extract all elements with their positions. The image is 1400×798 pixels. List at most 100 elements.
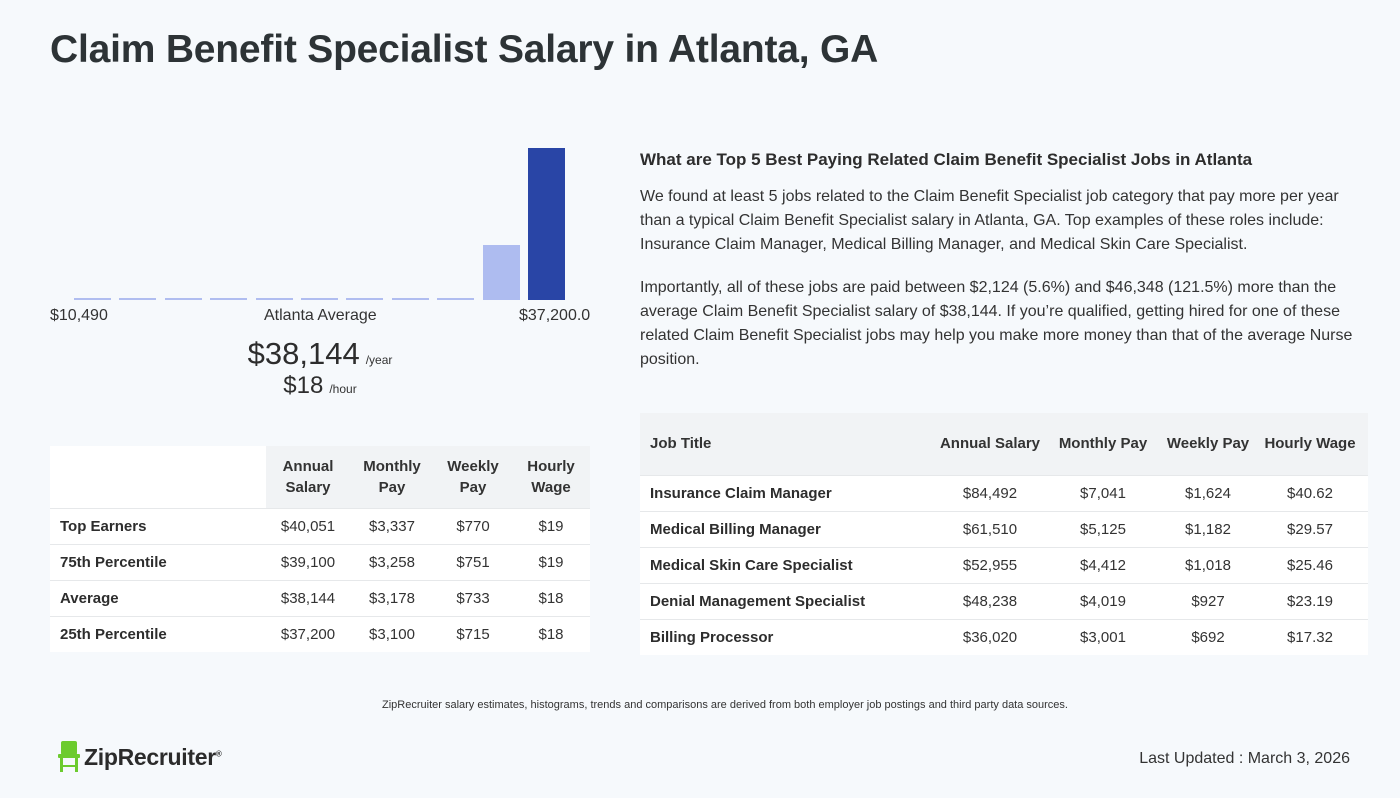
table-row: Average $38,144 $3,178 $733 $18 <box>50 579 590 616</box>
weekly-cell: $927 <box>1164 582 1252 619</box>
chair-icon <box>58 741 80 772</box>
job-title-cell: Denial Management Specialist <box>640 582 938 619</box>
histogram-bar <box>301 298 338 300</box>
disclaimer-text: ZipRecruiter salary estimates, histogram… <box>382 699 1068 711</box>
table-row: 75th Percentile $39,100 $3,258 $751 $19 <box>50 543 590 580</box>
monthly-cell: $3,178 <box>350 579 434 616</box>
hourly-cell: $25.46 <box>1252 546 1368 583</box>
percentile-table-header: Annual Salary Monthly Pay Weekly Pay Hou… <box>50 446 590 508</box>
average-hourly-unit: /hour <box>329 382 357 396</box>
jobs-header-title: Job Title <box>640 413 938 475</box>
weekly-cell: $1,018 <box>1164 546 1252 583</box>
jobs-header-annual: Annual Salary <box>938 413 1042 475</box>
row-label: 25th Percentile <box>50 615 266 652</box>
hourly-cell: $19 <box>512 543 590 580</box>
monthly-cell: $7,041 <box>1042 474 1164 511</box>
monthly-cell: $3,001 <box>1042 618 1164 655</box>
table-row: Medical Skin Care Specialist $52,955 $4,… <box>640 546 1368 583</box>
histogram-bar <box>391 298 429 300</box>
hourly-cell: $17.32 <box>1252 618 1368 655</box>
percentile-header-annual: Annual Salary <box>266 446 350 508</box>
histogram-bar <box>119 298 157 300</box>
salary-histogram <box>50 140 590 302</box>
histogram-min-label: $10,490 <box>50 307 108 324</box>
weekly-cell: $751 <box>434 543 512 580</box>
histogram-mid-label: Atlanta Average <box>264 307 377 324</box>
job-title-cell: Billing Processor <box>640 618 938 655</box>
annual-cell: $52,955 <box>938 546 1042 583</box>
monthly-cell: $3,337 <box>350 507 434 544</box>
histogram-bar <box>528 148 565 300</box>
related-jobs-heading: What are Top 5 Best Paying Related Claim… <box>640 150 1253 169</box>
last-updated: Last Updated : March 3, 2026 <box>1139 750 1350 767</box>
percentile-header-monthly: Monthly Pay <box>350 446 434 508</box>
monthly-cell: $4,412 <box>1042 546 1164 583</box>
related-jobs-paragraph-2: Importantly, all of these jobs are paid … <box>640 279 1353 368</box>
job-title-cell: Medical Billing Manager <box>640 510 938 547</box>
annual-cell: $39,100 <box>266 543 350 580</box>
average-hourly: $18/hour <box>50 372 590 400</box>
job-title-cell: Medical Skin Care Specialist <box>640 546 938 583</box>
table-row: Billing Processor $36,020 $3,001 $692 $1… <box>640 618 1368 655</box>
jobs-header-monthly: Monthly Pay <box>1042 413 1164 475</box>
table-row: Medical Billing Manager $61,510 $5,125 $… <box>640 510 1368 547</box>
table-row: Insurance Claim Manager $84,492 $7,041 $… <box>640 474 1368 511</box>
logo-text: ZipRecruiter® <box>84 743 222 771</box>
percentile-header-blank <box>50 446 266 508</box>
related-jobs-table: Job Title Annual Salary Monthly Pay Week… <box>640 413 1368 655</box>
weekly-cell: $692 <box>1164 618 1252 655</box>
percentile-header-weekly: Weekly Pay <box>434 446 512 508</box>
job-title-cell: Insurance Claim Manager <box>640 474 938 511</box>
weekly-cell: $1,624 <box>1164 474 1252 511</box>
row-label: Average <box>50 579 266 616</box>
hourly-cell: $18 <box>512 579 590 616</box>
histogram-bar <box>255 298 293 300</box>
related-jobs-paragraph-1: We found at least 5 jobs related to the … <box>640 188 1339 253</box>
weekly-cell: $1,182 <box>1164 510 1252 547</box>
monthly-cell: $3,258 <box>350 543 434 580</box>
average-hourly-value: $18 <box>283 372 324 399</box>
annual-cell: $40,051 <box>266 507 350 544</box>
hourly-cell: $18 <box>512 615 590 652</box>
percentile-table: Annual Salary Monthly Pay Weekly Pay Hou… <box>50 446 590 652</box>
annual-cell: $36,020 <box>938 618 1042 655</box>
histogram-bar <box>346 298 384 300</box>
annual-cell: $38,144 <box>266 579 350 616</box>
monthly-cell: $3,100 <box>350 615 434 652</box>
row-label: Top Earners <box>50 507 266 544</box>
average-yearly: $38,144/year <box>50 336 590 372</box>
average-yearly-unit: /year <box>365 353 393 367</box>
table-row: Top Earners $40,051 $3,337 $770 $19 <box>50 507 590 544</box>
histogram-bar <box>210 298 248 300</box>
hourly-cell: $23.19 <box>1252 582 1368 619</box>
hourly-cell: $40.62 <box>1252 474 1368 511</box>
histogram-bar <box>74 298 111 300</box>
histogram-bar <box>437 298 475 300</box>
average-yearly-value: $38,144 <box>247 336 360 371</box>
monthly-cell: $4,019 <box>1042 582 1164 619</box>
jobs-header-weekly: Weekly Pay <box>1164 413 1252 475</box>
annual-cell: $61,510 <box>938 510 1042 547</box>
row-label: 75th Percentile <box>50 543 266 580</box>
ziprecruiter-logo[interactable]: ZipRecruiter® <box>58 740 222 774</box>
histogram-max-label: $37,200.0 <box>519 307 591 324</box>
weekly-cell: $770 <box>434 507 512 544</box>
annual-cell: $48,238 <box>938 582 1042 619</box>
percentile-header-hourly: Hourly Wage <box>512 446 590 508</box>
table-row: 25th Percentile $37,200 $3,100 $715 $18 <box>50 615 590 652</box>
annual-cell: $84,492 <box>938 474 1042 511</box>
histogram-bar <box>482 245 520 300</box>
weekly-cell: $715 <box>434 615 512 652</box>
hourly-cell: $29.57 <box>1252 510 1368 547</box>
table-row: Denial Management Specialist $48,238 $4,… <box>640 582 1368 619</box>
page-title: Claim Benefit Specialist Salary in Atlan… <box>50 28 879 71</box>
jobs-header-hourly: Hourly Wage <box>1252 413 1368 475</box>
weekly-cell: $733 <box>434 579 512 616</box>
monthly-cell: $5,125 <box>1042 510 1164 547</box>
histogram-bar <box>164 298 202 300</box>
logo-wordmark: ZipRecruiter <box>84 743 216 770</box>
hourly-cell: $19 <box>512 507 590 544</box>
annual-cell: $37,200 <box>266 615 350 652</box>
jobs-table-header: Job Title Annual Salary Monthly Pay Week… <box>640 413 1368 475</box>
logo-registered-mark: ® <box>215 748 222 758</box>
